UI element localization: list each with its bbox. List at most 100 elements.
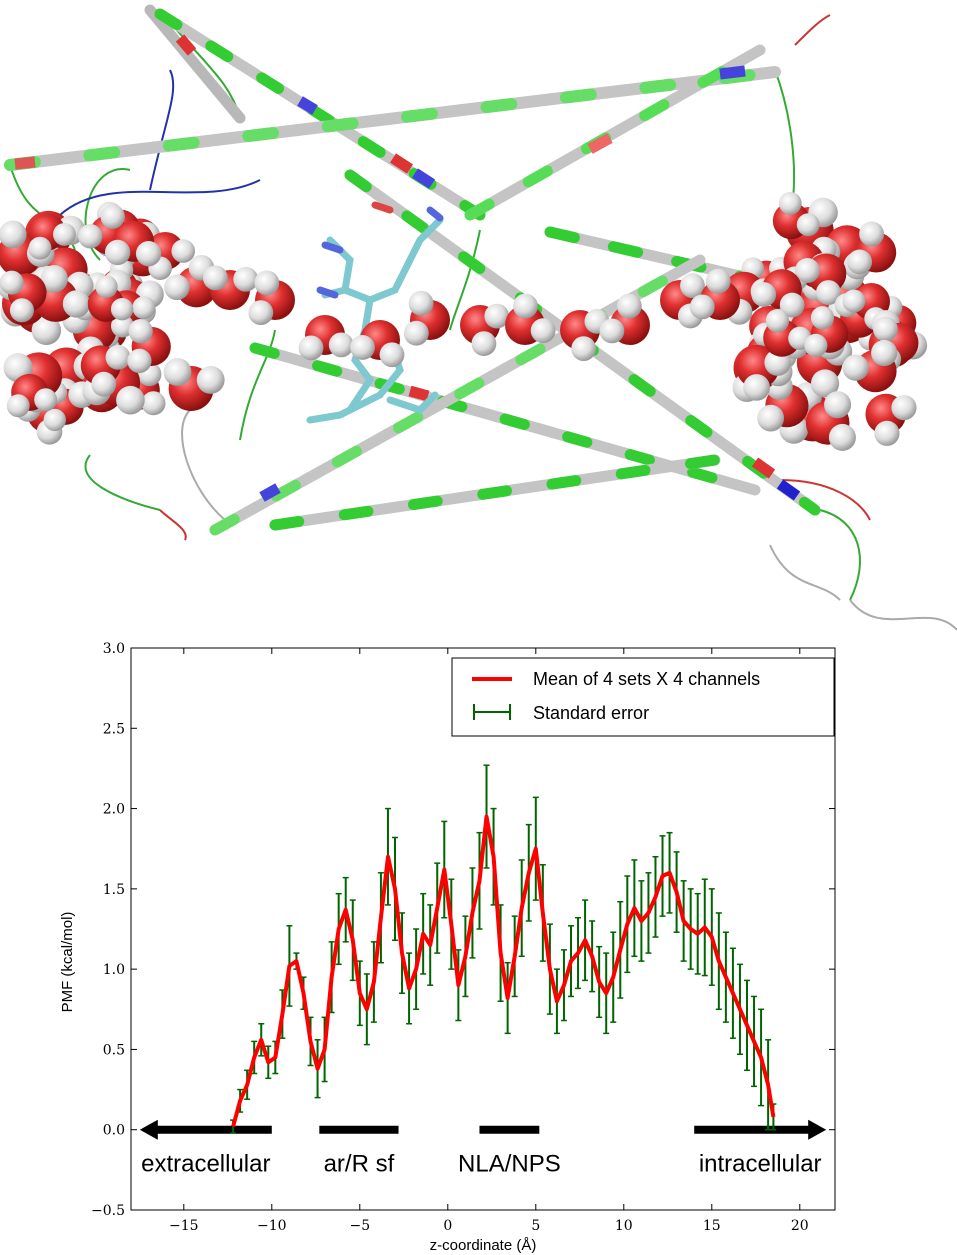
hydrogen-atom (52, 222, 76, 246)
hydrogen-atom (0, 270, 24, 295)
hydrogen-atom (110, 297, 134, 321)
region-arrowhead (139, 1119, 158, 1140)
hydrogen-atom (599, 318, 625, 344)
error-bars (230, 764, 777, 1134)
molecular-structure-image (0, 4, 957, 631)
plot-area-border (130, 647, 836, 1211)
hydrogen-atom (132, 296, 156, 320)
hydrogen-atom (484, 303, 510, 329)
plot-frame (130, 647, 836, 1211)
hydrogen-atom (891, 395, 917, 421)
hydrogen-atom (743, 374, 770, 401)
hydrogen-atom (842, 354, 869, 381)
hydrogen-atom (95, 275, 118, 298)
hydrogen-atom (871, 339, 898, 367)
region-label: intracellular (699, 1151, 822, 1178)
hydrogen-atom (0, 220, 27, 249)
hydrogen-atom (164, 274, 190, 301)
region-label: ar/R sf (324, 1151, 395, 1178)
hydrogen-atom (828, 423, 856, 451)
hydrogen-atom (530, 318, 556, 344)
hydrogen-atom (104, 239, 131, 266)
x-axis-label: z-coordinate (Å) (430, 1237, 537, 1254)
hydrogen-atom (135, 241, 162, 267)
hydrogen-atom (842, 289, 866, 313)
hydrogen-atom (796, 213, 820, 237)
hydrogen-atom (778, 191, 802, 215)
x-tick-label: 0 (443, 1218, 452, 1234)
hydrogen-atom (254, 270, 280, 296)
legend-error-label: Standard error (533, 703, 649, 723)
x-tick-label: −10 (257, 1218, 287, 1234)
hydrogen-atom (350, 335, 375, 360)
hydrogen-atom (163, 358, 192, 386)
hydrogen-atom (804, 333, 828, 358)
legend-box (451, 657, 835, 737)
hydrogen-atom (705, 268, 731, 294)
hydrogen-atom (43, 408, 66, 432)
hydrogen-atom (40, 265, 68, 293)
hydrogen-atom (513, 293, 538, 319)
hydrogen-atom (765, 309, 790, 333)
hydrogen-atom (9, 298, 34, 323)
hydrogen-atom (78, 224, 103, 249)
hydrogen-atom (6, 394, 30, 418)
x-tick-label: −5 (349, 1218, 370, 1234)
y-tick-label: −0.5 (91, 1203, 125, 1219)
region-label: NLA/NPS (458, 1151, 561, 1178)
water-molecules (0, 191, 928, 451)
y-tick-label: 0.5 (103, 1042, 125, 1058)
hydrogen-atom (847, 249, 873, 275)
hydrogen-atom (859, 221, 885, 247)
pmf-chart: −15 −10 −5 0 5 10 15 20 −0.5 0.0 0.5 1.0 1.5 2.0 2.5 3… (59, 641, 836, 1254)
protein-loops (9, 9, 957, 631)
hydrogen-atom (873, 316, 898, 342)
hydrogen-atom (128, 318, 153, 344)
hydrogen-atom (824, 391, 852, 419)
hydrogen-atom (62, 290, 91, 318)
y-tick-label: 1.5 (103, 882, 125, 898)
y-tick-label: 3.0 (103, 641, 125, 657)
hydrogen-atom (810, 369, 840, 398)
hydrogen-atom (616, 293, 642, 319)
region-arrowhead (808, 1119, 827, 1140)
hydrogen-atom (689, 294, 715, 320)
hydrogen-atom (874, 420, 900, 446)
y-tick-label: 0.0 (103, 1123, 125, 1139)
hydrogen-atom (815, 280, 841, 305)
region-markers: extracellular ar/R sf NLA/NPS intracellular (139, 1119, 827, 1178)
x-tick-label: −15 (169, 1218, 199, 1234)
hydrogen-atom (571, 336, 597, 362)
hydrogen-atom (379, 342, 405, 368)
x-tick-label: 5 (531, 1218, 540, 1234)
hydrogen-atom (779, 292, 805, 318)
hydrogen-atom (196, 366, 225, 394)
hydrogen-atom (31, 315, 62, 346)
hydrogen-atom (328, 332, 354, 358)
legend-mean-label: Mean of 4 sets X 4 channels (533, 669, 760, 689)
y-tick-label: 2.5 (103, 721, 125, 737)
hydrogen-atom (408, 290, 434, 316)
hydrogen-atom (141, 391, 166, 416)
hydrogen-atom (298, 335, 324, 361)
hydrogen-atom (116, 385, 145, 415)
hydrogen-atom (680, 273, 705, 299)
x-tick-label: 10 (615, 1218, 633, 1234)
hydrogen-atom (110, 314, 134, 338)
hydrogen-atom (751, 282, 777, 307)
y-tick-label: 2.0 (103, 802, 125, 818)
tube-accents (14, 34, 801, 502)
hydrogen-atom (100, 204, 125, 229)
x-tick-label: 15 (703, 1218, 721, 1234)
ligand-sticks (306, 201, 444, 424)
hydrogen-atom (795, 258, 820, 283)
hydrogen-atom (202, 265, 228, 291)
hydrogen-atom (127, 348, 152, 373)
x-tick-label: 20 (791, 1218, 809, 1234)
hydrogen-atom (34, 388, 58, 412)
mean-pmf-line (231, 814, 776, 1128)
hydrogen-atom (105, 344, 131, 370)
hydrogen-atom (471, 331, 497, 356)
y-axis-label: PMF (kcal/mol) (59, 912, 76, 1013)
y-axis-ticks: −0.5 0.0 0.5 1.0 1.5 2.0 2.5 3.0 (91, 641, 835, 1219)
